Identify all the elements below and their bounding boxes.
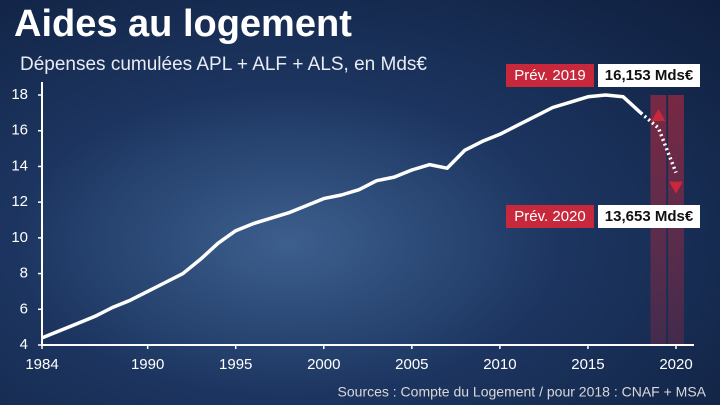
y-tick-label: 12 (11, 193, 28, 210)
chart-title: Aides au logement (14, 3, 352, 45)
label-box (506, 205, 594, 228)
annotation-value: 16,153 Mds€ (605, 67, 694, 84)
line-solid (41, 93, 642, 340)
y-tick-label: 8 (20, 265, 28, 282)
x-tick-label: 1984 (25, 356, 58, 373)
annotation-label: Prév. 2019 (514, 67, 585, 84)
y-tick-label: 4 (20, 336, 28, 353)
annotation-value: 13,653 Mds€ (605, 208, 694, 225)
x-tick-label: 1990 (131, 356, 164, 373)
y-tick-label: 18 (11, 86, 28, 103)
forecast-marker (669, 181, 683, 194)
value-box (598, 64, 700, 87)
x-tick-label: 1995 (219, 356, 252, 373)
label-box (506, 64, 594, 87)
y-tick-label: 14 (11, 157, 28, 174)
x-tick-label: 2005 (395, 356, 428, 373)
y-tick-label: 16 (11, 122, 28, 139)
x-tick-label: 2015 (571, 356, 604, 373)
x-tick-label: 2020 (659, 356, 692, 373)
forecast-marker (651, 108, 666, 121)
x-tick-label: 2000 (307, 356, 340, 373)
y-tick-label: 6 (20, 300, 28, 317)
annotation-label: Prév. 2020 (514, 208, 585, 225)
source: Sources : Compte du Logement / pour 2018… (338, 384, 707, 400)
value-box (598, 205, 700, 228)
x-tick-label: 2010 (483, 356, 516, 373)
chart-subtitle: Dépenses cumulées APL + ALF + ALS, en Md… (20, 54, 427, 75)
y-tick-label: 10 (11, 229, 28, 246)
line-dotted (639, 111, 678, 174)
